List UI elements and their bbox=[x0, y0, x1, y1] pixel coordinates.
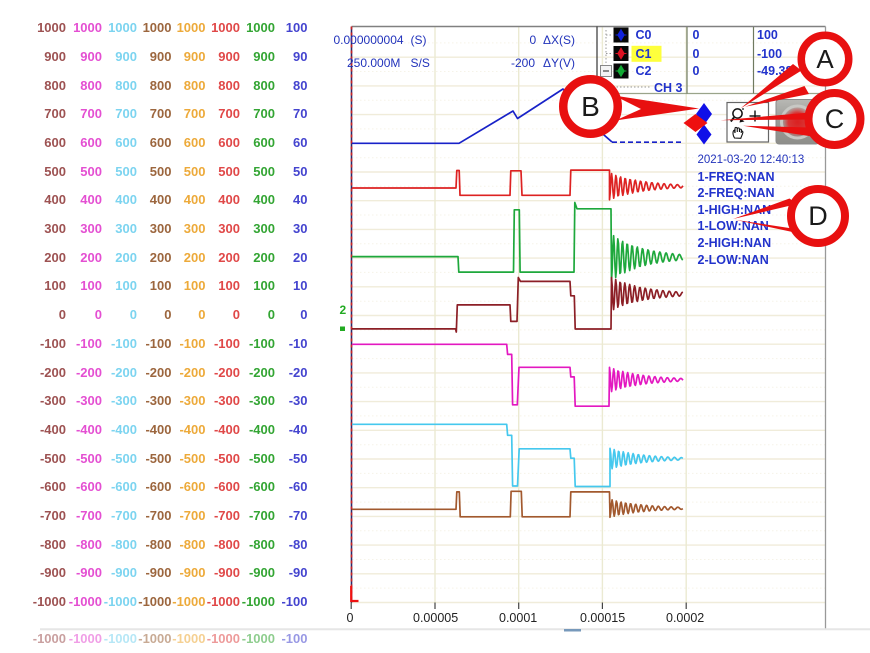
svg-text:D: D bbox=[808, 201, 828, 231]
svg-text:C: C bbox=[825, 104, 845, 134]
svg-text:A: A bbox=[816, 44, 834, 74]
svg-text:B: B bbox=[581, 91, 600, 122]
